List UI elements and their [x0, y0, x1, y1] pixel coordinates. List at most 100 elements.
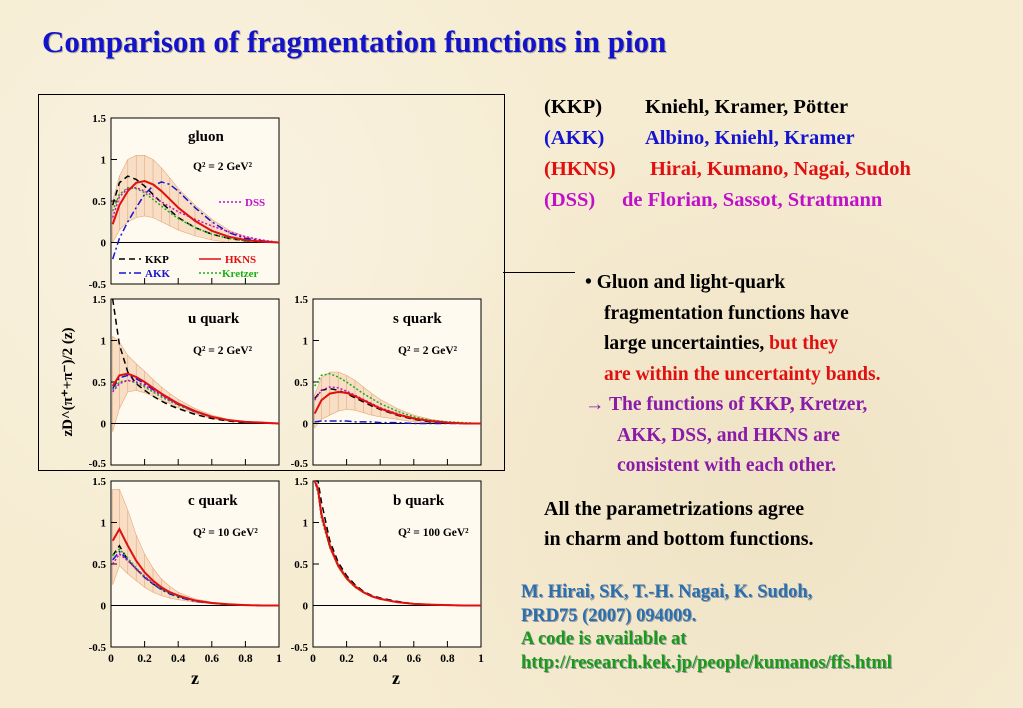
- citation-url[interactable]: http://research.kek.jp/people/kumanos/ff…: [521, 652, 892, 673]
- y-tick-label: 1: [303, 518, 309, 530]
- connector-line: [503, 272, 575, 274]
- y-tick-label: 1.5: [92, 113, 106, 125]
- legend-label: DSS: [245, 197, 265, 209]
- panel-label: gluon: [188, 129, 225, 145]
- y-tick-label: 0: [101, 238, 107, 250]
- reference-kkp: (KKP) Kniehl, Kramer, Pötter: [544, 92, 911, 123]
- y-tick-label: 1: [101, 518, 107, 530]
- bullet-text-part: large uncertainties,: [604, 333, 770, 354]
- series-line-kkp: [314, 387, 481, 425]
- panel-label: b quark: [393, 493, 445, 509]
- agreement-line: All the parametrizations agree: [544, 498, 805, 520]
- y-tick-label: 0: [101, 419, 107, 431]
- x-tick-label: 0.6: [407, 653, 422, 665]
- x-tick-label: 0: [108, 653, 114, 665]
- legend-label: HKNS: [225, 254, 256, 266]
- y-tick-label: 0.5: [294, 377, 308, 389]
- x-tick-label: 0.4: [373, 653, 388, 665]
- panel-label: u quark: [188, 311, 240, 327]
- series-line-akk: [111, 181, 280, 260]
- y-tick-label: 0: [303, 601, 309, 613]
- y-tick-label: 0.5: [92, 196, 106, 208]
- agreement-note: All the parametrizations agree in charm …: [544, 494, 813, 554]
- bullet-text: • Gluon and light-quark fragmentation fu…: [585, 268, 880, 482]
- bullet-line: • Gluon and light-quark: [585, 272, 786, 293]
- figure-frame: [38, 94, 505, 471]
- reference-list: (KKP) Kniehl, Kramer, Pötter (AKK) Albino,…: [544, 92, 911, 216]
- y-tick-label: 0.5: [294, 559, 308, 571]
- reference-dss: (DSS) de Florian, Sassot, Stratmann: [544, 185, 911, 216]
- y-tick-label: 1.5: [92, 294, 106, 306]
- x-tick-label: 0.8: [238, 653, 253, 665]
- citation-journal: PRD75 (2007) 094009.: [521, 605, 697, 626]
- plot-frame: [312, 480, 482, 648]
- x-tick-label: 1: [478, 653, 484, 665]
- highlight-line: are within the uncertainty bands.: [604, 363, 881, 385]
- y-tick-label: 0.5: [92, 377, 106, 389]
- ref-tag: (KKP): [544, 96, 603, 118]
- y-tick-label: 1.5: [294, 476, 308, 488]
- legend-label: AKK: [145, 268, 171, 280]
- y-axis-label: zD^(π⁺+π⁻)/2 (z): [60, 327, 76, 436]
- series-line-akk: [314, 420, 481, 425]
- panel-label: s quark: [393, 311, 442, 327]
- ref-authors: Hirai, Kumano, Nagai, Sudoh: [650, 158, 911, 180]
- series-line-hkns: [111, 180, 280, 244]
- series-line-hkns: [313, 390, 481, 425]
- bullet-line: fragmentation functions have: [604, 302, 849, 324]
- reference-akk: (AKK) Albino, Kniehl, Kramer: [544, 123, 911, 154]
- y-tick-label: 1: [101, 336, 107, 348]
- bullet-line: large uncertainties, but they: [585, 329, 880, 360]
- y-tick-label: -0.5: [89, 279, 107, 291]
- panel-q2: Q² = 2 GeV²: [398, 345, 458, 357]
- y-tick-label: 0: [303, 419, 309, 431]
- ref-tag: (DSS): [544, 189, 596, 211]
- ref-authors: Albino, Kniehl, Kramer: [645, 127, 855, 149]
- legend-label: KKP: [145, 254, 169, 266]
- series-line-akk: [112, 550, 279, 607]
- conclusion-line: consistent with each other.: [617, 455, 837, 476]
- x-tick-label: 0.8: [440, 653, 455, 665]
- panel-q2: Q² = 2 GeV²: [193, 345, 253, 357]
- panel-q2: Q² = 10 GeV²: [193, 527, 258, 539]
- panel-label: c quark: [188, 493, 238, 509]
- panel-q2: Q² = 2 GeV²: [193, 161, 253, 173]
- conclusion-line: AKK, DSS, and HKNS are: [617, 424, 840, 446]
- y-tick-label: 1: [303, 336, 309, 348]
- x-tick-label: 0.4: [171, 653, 186, 665]
- x-tick-label: 0.6: [205, 653, 220, 665]
- y-tick-label: -0.5: [291, 642, 309, 654]
- y-tick-label: 0.5: [92, 559, 106, 571]
- ref-tag: (HKNS): [544, 158, 616, 180]
- ref-authors: Kniehl, Kramer, Pötter: [645, 96, 849, 118]
- y-tick-label: -0.5: [89, 458, 107, 470]
- reference-hkns: (HKNS) Hirai, Kumano, Nagai, Sudoh: [544, 154, 911, 185]
- x-axis-label: z: [191, 668, 199, 688]
- series-line-hkns: [111, 527, 279, 607]
- y-tick-label: 1.5: [294, 294, 308, 306]
- series-line-hkns: [111, 372, 280, 425]
- y-tick-label: 1.5: [92, 476, 106, 488]
- highlight-text: but they: [769, 333, 838, 354]
- legend-label: Kretzer: [222, 268, 259, 280]
- conclusion-line: → The functions of KKP, Kretzer,: [585, 394, 868, 415]
- page-title: Comparison of fragmentation functions in…: [42, 24, 667, 59]
- citation-code-note: A code is available at: [521, 629, 687, 649]
- y-tick-label: 0: [101, 601, 107, 613]
- y-tick-label: -0.5: [291, 458, 309, 470]
- x-tick-label: 1: [276, 653, 282, 665]
- y-tick-label: -0.5: [89, 642, 107, 654]
- citation-authors: M. Hirai, SK, T.-H. Nagai, K. Sudoh,: [521, 582, 813, 602]
- panel-q2: Q² = 100 GeV²: [398, 527, 469, 539]
- y-tick-label: 1: [101, 155, 107, 167]
- x-tick-label: 0: [310, 653, 316, 665]
- citation: M. Hirai, SK, T.-H. Nagai, K. Sudoh, PRD…: [521, 581, 892, 675]
- x-axis-label: z: [392, 668, 400, 688]
- agreement-line: in charm and bottom functions.: [544, 528, 814, 550]
- x-tick-label: 0.2: [339, 653, 354, 665]
- ref-tag: (AKK): [544, 127, 605, 149]
- series-line-hkns: [313, 480, 481, 607]
- ref-authors: de Florian, Sassot, Stratmann: [622, 189, 883, 211]
- x-tick-label: 0.2: [137, 653, 152, 665]
